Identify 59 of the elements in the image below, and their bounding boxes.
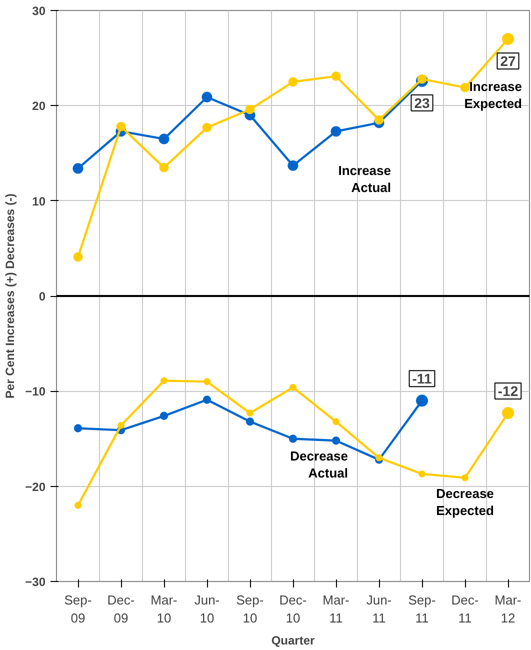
point xyxy=(246,410,254,417)
point xyxy=(288,160,298,171)
point xyxy=(202,92,212,102)
y-tick-label: −10 xyxy=(25,384,46,399)
point xyxy=(246,418,254,426)
point xyxy=(74,502,82,509)
point xyxy=(202,396,212,404)
series-label: Decrease Expected xyxy=(436,486,494,518)
x-tick-label: Mar-12 xyxy=(494,592,522,626)
point xyxy=(418,470,426,478)
y-axis-title: Per Cent Increases (+) Decreases (-) xyxy=(3,193,18,399)
x-tick-label: Sep-10 xyxy=(236,592,264,626)
x-axis-title: Quarter xyxy=(271,634,316,648)
y-tick-label: 10 xyxy=(32,194,46,208)
y-tick-label: −30 xyxy=(25,575,46,589)
point xyxy=(118,422,124,429)
point xyxy=(73,252,83,262)
data-label: -11 xyxy=(412,370,432,387)
point xyxy=(159,162,169,172)
point xyxy=(158,134,170,144)
x-tick-label: Sep-09 xyxy=(64,592,92,626)
point xyxy=(330,126,342,137)
point xyxy=(462,474,468,482)
point xyxy=(245,104,255,114)
series-label: Increase Actual xyxy=(338,162,392,195)
x-tick-label: Dec-10 xyxy=(279,592,307,626)
data-label: -12 xyxy=(498,383,518,400)
point xyxy=(160,377,168,384)
x-tick-label: Dec-09 xyxy=(107,592,135,626)
y-tick-label: 30 xyxy=(32,4,46,18)
point xyxy=(417,74,427,84)
y-tick-label: 20 xyxy=(32,99,46,114)
point xyxy=(288,434,298,443)
x-tick-label: Dec-11 xyxy=(451,592,479,626)
x-tick-label: Jun-10 xyxy=(194,592,220,626)
x-tick-label: Sep-11 xyxy=(408,592,436,626)
point xyxy=(72,163,84,174)
x-tick-label: Jun-11 xyxy=(366,592,392,626)
point xyxy=(290,384,296,391)
y-tick-label: 0 xyxy=(38,290,46,304)
point xyxy=(376,454,382,462)
point xyxy=(202,122,212,132)
series-label: Increase Expected xyxy=(464,79,522,112)
point xyxy=(116,122,126,132)
point xyxy=(74,424,82,432)
point xyxy=(332,418,340,426)
data-label: 23 xyxy=(414,94,430,111)
point xyxy=(160,412,168,420)
point xyxy=(332,436,340,445)
y-tick-label: −20 xyxy=(25,480,46,494)
series-label: Decrease Actual xyxy=(290,448,348,481)
x-tick-label: Mar-10 xyxy=(150,592,178,626)
data-label: 27 xyxy=(500,53,516,70)
point xyxy=(204,378,210,386)
point xyxy=(288,77,298,87)
point xyxy=(374,115,384,125)
x-tick-label: Mar-11 xyxy=(322,592,350,626)
point xyxy=(331,71,341,81)
point xyxy=(460,82,470,92)
